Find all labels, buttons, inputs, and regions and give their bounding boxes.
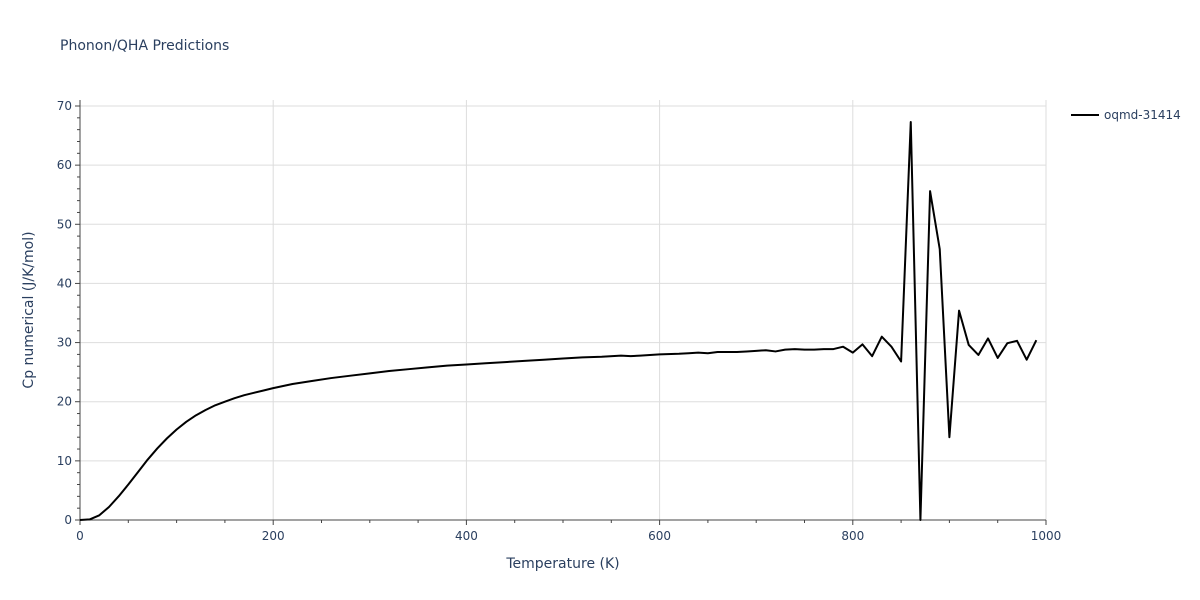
- x-tick-label: 400: [455, 529, 478, 543]
- axes: [75, 100, 1047, 525]
- y-axis-title: Cp numerical (J/K/mol): [21, 231, 37, 388]
- grid-lines: [80, 100, 1047, 520]
- x-tick-labels: 0 200 400 600 800 1000: [76, 529, 1061, 543]
- series-line-oqmd-31414: [79, 120, 1038, 521]
- y-tick-label: 10: [57, 454, 72, 468]
- y-tick-label: 40: [57, 276, 72, 290]
- x-tick-label: 200: [262, 529, 285, 543]
- y-tick-labels: 0 10 20 30 40 50 60 70: [57, 99, 72, 527]
- chart-title: Phonon/QHA Predictions: [60, 38, 229, 54]
- y-tick-label: 70: [57, 99, 72, 113]
- y-tick-label: 0: [64, 513, 72, 527]
- legend-label: oqmd-31414: [1104, 108, 1181, 122]
- plot-area: [79, 120, 1038, 521]
- y-tick-label: 20: [57, 395, 72, 409]
- x-tick-label: 0: [76, 529, 84, 543]
- y-tick-label: 50: [57, 217, 72, 231]
- legend[interactable]: oqmd-31414: [1071, 108, 1181, 122]
- y-tick-label: 30: [57, 336, 72, 350]
- x-tick-label: 600: [648, 529, 671, 543]
- x-tick-label: 1000: [1031, 529, 1062, 543]
- x-tick-label: 800: [841, 529, 864, 543]
- x-axis-title: Temperature (K): [505, 556, 619, 572]
- y-tick-label: 60: [57, 158, 72, 172]
